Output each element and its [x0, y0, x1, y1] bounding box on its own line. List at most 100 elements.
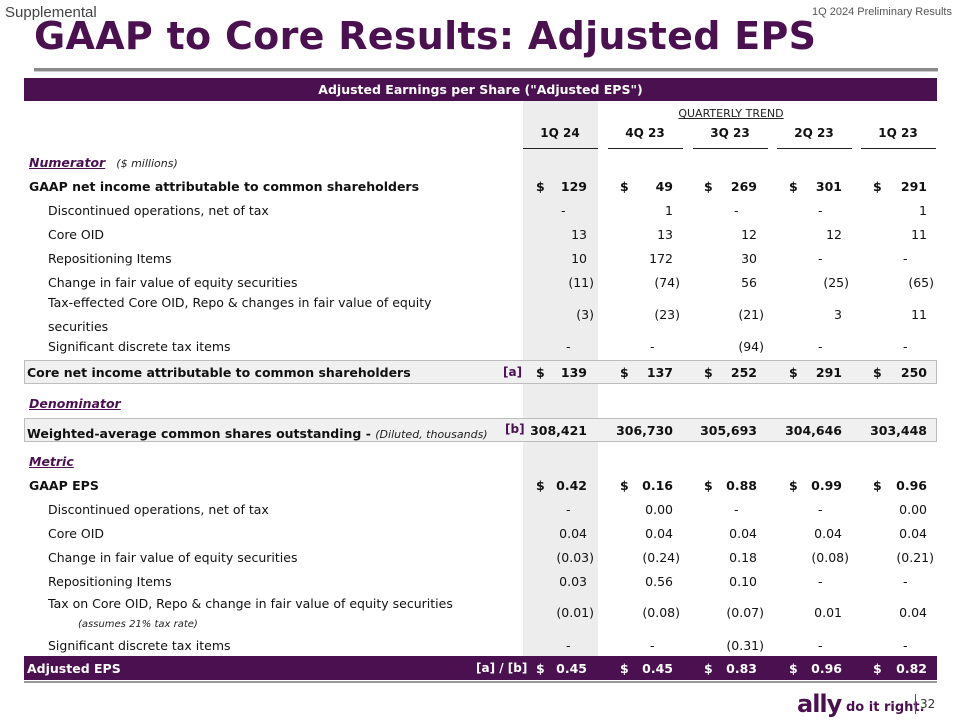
currency-symbol: $ — [536, 365, 545, 380]
title-divider — [34, 68, 938, 71]
shares-1q24: 308,421 — [530, 423, 587, 438]
value-cell: (0.24) — [642, 550, 680, 565]
value-cell: (3) — [576, 307, 594, 322]
value-cell: (25) — [823, 275, 849, 290]
value-cell: - — [818, 574, 823, 589]
column-header-rule — [861, 148, 936, 149]
core-net-income-label: Core net income attributable to common s… — [27, 365, 411, 380]
value-cell: 12 — [741, 227, 757, 242]
value-cell: - — [818, 638, 823, 653]
quarterly-trend-label: QUARTERLY TREND — [678, 107, 784, 120]
value-cell: - — [903, 339, 908, 354]
core-ni-3q23: 252 — [730, 365, 757, 380]
value-cell: 12 — [826, 227, 842, 242]
gaap-eps-4q23: 0.16 — [642, 478, 673, 493]
gaap-ni-2q23: 301 — [815, 179, 842, 194]
value-cell: (11) — [568, 275, 594, 290]
value-cell: (0.08) — [811, 550, 849, 565]
page-number-divider — [915, 694, 916, 714]
value-cell: - — [566, 502, 571, 517]
value-cell: - — [903, 574, 908, 589]
currency-symbol: $ — [704, 661, 713, 676]
adjusted-eps-row — [24, 656, 937, 680]
brand-slogan: do it right. — [846, 700, 925, 715]
row-label-continued: securities — [48, 319, 109, 334]
shares-outstanding-label: Weighted-average common shares outstandi… — [27, 426, 376, 441]
currency-symbol: $ — [536, 661, 545, 676]
value-cell: 1 — [665, 203, 673, 218]
value-cell: 172 — [649, 251, 673, 266]
denominator-heading: Denominator — [29, 396, 121, 411]
value-cell: 3 — [834, 307, 842, 322]
currency-symbol: $ — [704, 478, 713, 493]
column-header-rule — [523, 148, 598, 149]
metric-heading: Metric — [29, 454, 74, 469]
core-ni-1q23: 250 — [900, 365, 927, 380]
currency-symbol: $ — [620, 478, 629, 493]
value-cell: 0.04 — [814, 526, 842, 541]
shares-1q23: 303,448 — [870, 423, 927, 438]
value-cell: 0.00 — [645, 502, 673, 517]
preliminary-results-label: 1Q 2024 Preliminary Results — [811, 6, 952, 18]
value-cell: 0.04 — [559, 526, 587, 541]
column-header-3q23: 3Q 23 — [710, 126, 750, 140]
row-label: Tax on Core OID, Repo & change in fair v… — [48, 596, 453, 611]
column-header-2q23: 2Q 23 — [794, 126, 834, 140]
value-cell: - — [903, 251, 908, 266]
gaap-ni-1q23: 291 — [900, 179, 927, 194]
numerator-units-note: ($ millions) — [116, 157, 178, 170]
value-cell: (0.03) — [556, 550, 594, 565]
currency-symbol: $ — [873, 179, 882, 194]
currency-symbol: $ — [536, 179, 545, 194]
gaap-eps-1q23: 0.96 — [896, 478, 927, 493]
value-cell: 0.56 — [645, 574, 673, 589]
numerator-heading: Numerator — [29, 155, 106, 170]
shares-units-note: (Diluted, thousands) — [375, 428, 488, 441]
value-cell: - — [650, 638, 655, 653]
value-cell: (23) — [654, 307, 680, 322]
currency-symbol: $ — [704, 179, 713, 194]
value-cell: 0.04 — [899, 526, 927, 541]
gaap-eps-3q23: 0.88 — [726, 478, 757, 493]
value-cell: (21) — [738, 307, 764, 322]
column-header-rule — [693, 148, 768, 149]
value-cell: (0.08) — [642, 605, 680, 620]
shares-4q23: 306,730 — [616, 423, 673, 438]
value-cell: 30 — [741, 251, 757, 266]
value-cell: (0.07) — [726, 605, 764, 620]
currency-symbol: $ — [789, 179, 798, 194]
value-cell: 13 — [571, 227, 587, 242]
currency-symbol: $ — [873, 478, 882, 493]
currency-symbol: $ — [873, 661, 882, 676]
row-label: Significant discrete tax items — [48, 339, 231, 354]
gaap-ni-4q23: 49 — [655, 179, 673, 194]
value-cell: 13 — [657, 227, 673, 242]
currency-symbol: $ — [704, 365, 713, 380]
row-label: Discontinued operations, net of tax — [48, 203, 269, 218]
ally-logo: ally — [797, 690, 842, 718]
adjusted-eps-underline — [24, 681, 937, 683]
title-divider-light — [34, 71, 938, 72]
value-cell: 1 — [919, 203, 927, 218]
adjusted-eps-2q23: 0.96 — [811, 661, 842, 676]
row-label: Repositioning Items — [48, 251, 172, 266]
value-cell: 0.00 — [899, 502, 927, 517]
numerator-heading-group: Numerator ($ millions) — [29, 152, 178, 171]
value-cell: - — [818, 502, 823, 517]
row-label: Core OID — [48, 227, 105, 242]
gaap-eps-label: GAAP EPS — [29, 478, 99, 493]
value-cell: - — [561, 203, 566, 218]
value-cell: (94) — [738, 339, 764, 354]
shares-tag: [b] — [505, 422, 525, 436]
value-cell: 0.04 — [899, 605, 927, 620]
value-cell: 0.04 — [729, 526, 757, 541]
currency-symbol: $ — [536, 478, 545, 493]
value-cell: - — [903, 638, 908, 653]
value-cell: - — [566, 339, 571, 354]
column-header-rule — [777, 148, 852, 149]
value-cell: - — [818, 203, 823, 218]
supplemental-label: Supplemental — [5, 4, 97, 21]
currency-symbol: $ — [620, 661, 629, 676]
gaap-eps-1q24: 0.42 — [556, 478, 587, 493]
currency-symbol: $ — [789, 478, 798, 493]
